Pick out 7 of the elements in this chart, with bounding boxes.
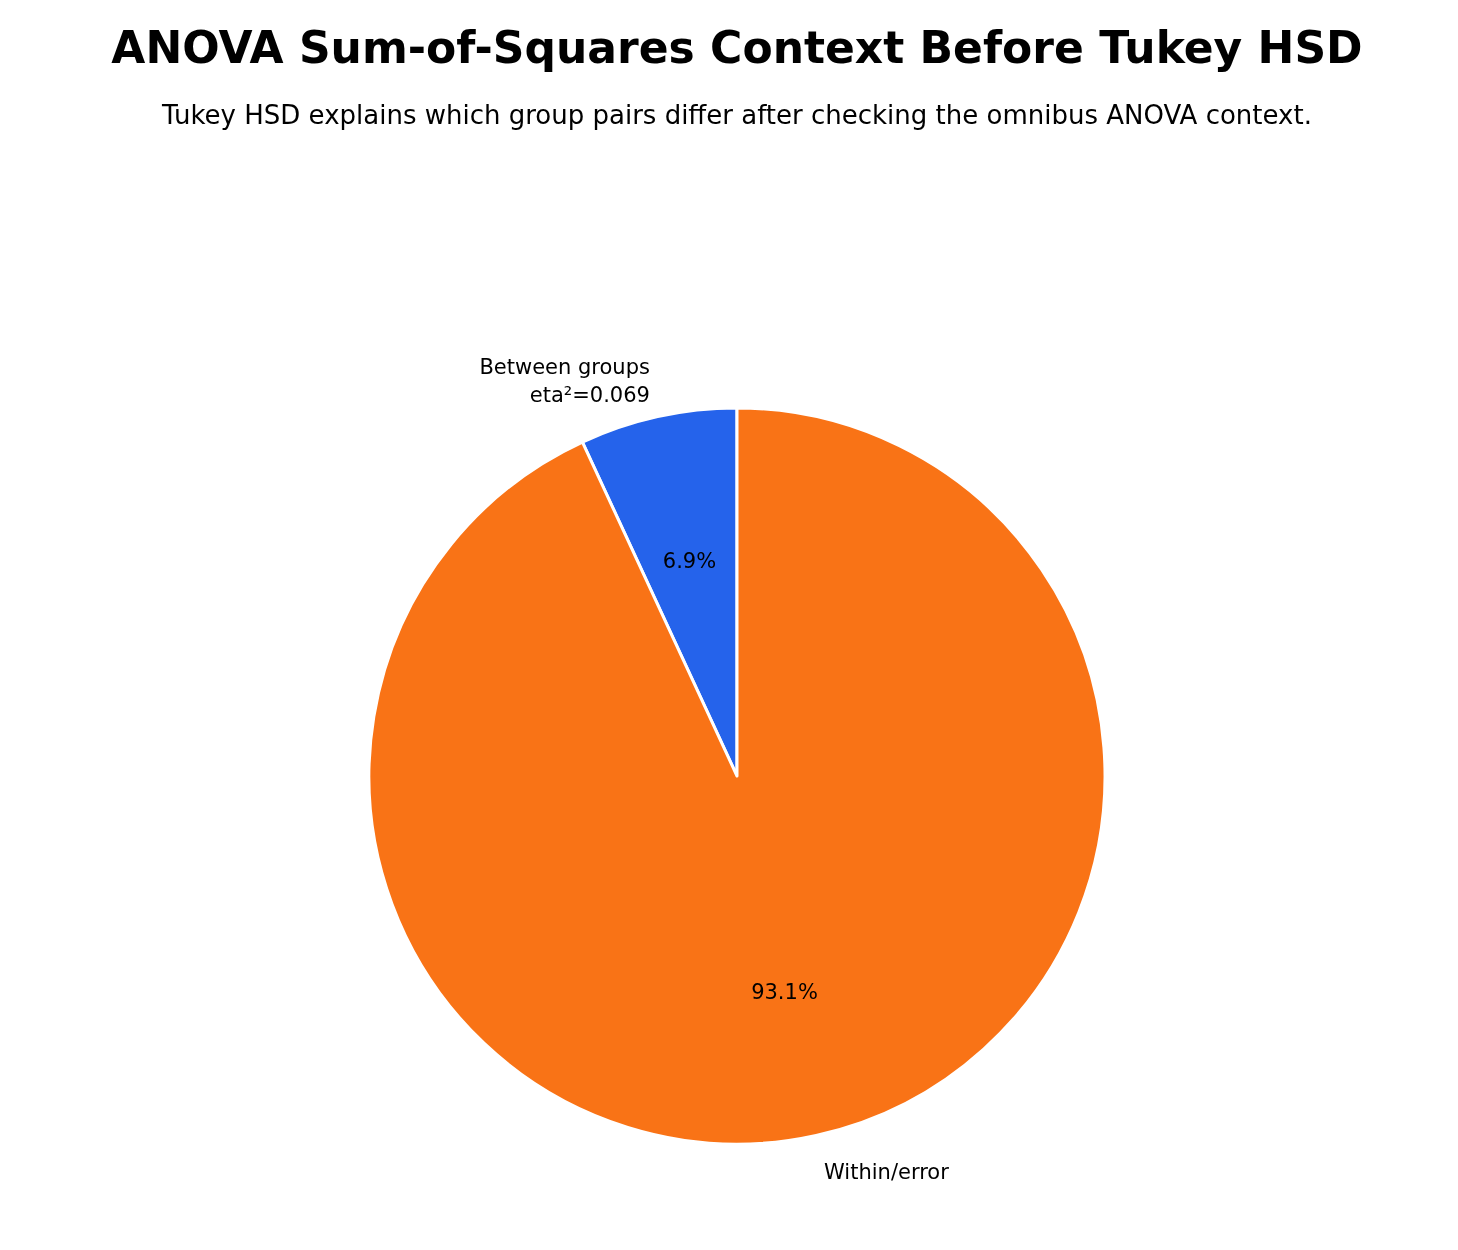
slice-label: Within/error bbox=[824, 1159, 950, 1184]
chart-title: ANOVA Sum-of-Squares Context Before Tukey HSD bbox=[111, 22, 1363, 74]
chart-subtitle: Tukey HSD explains which group pairs differ after checking the omnibus ANOVA context. bbox=[161, 100, 1312, 131]
slice-label: Between groups eta²=0.069 bbox=[479, 355, 650, 408]
pie-slice bbox=[367, 406, 1107, 1146]
data-label: 93.1% bbox=[751, 979, 818, 1004]
data-label: 6.9% bbox=[662, 548, 717, 573]
